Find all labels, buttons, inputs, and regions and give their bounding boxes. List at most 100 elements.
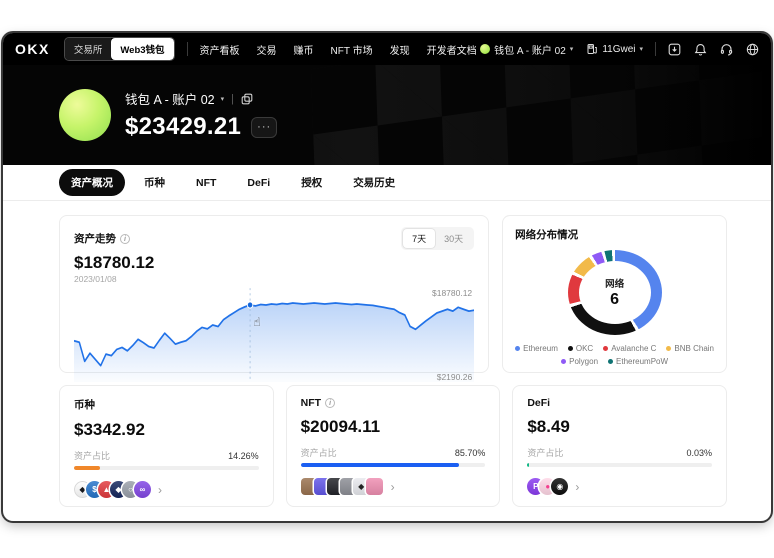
ratio-percent: 85.70%: [454, 447, 486, 458]
legend-item-okc: OKC: [567, 344, 593, 353]
bell-icon: [694, 43, 707, 56]
wallet-avatar: [59, 89, 111, 141]
defi-summary-card: DeFii $8.49 资产占比 0.03% P●◉ ›: [512, 385, 728, 507]
nav-item-asset-board[interactable]: 资产看板: [199, 45, 240, 57]
wallet-hero: 钱包 A - 账户 02 ▾ | $23429.21 ···: [3, 65, 771, 165]
nav-item-discover[interactable]: 发现: [389, 45, 410, 57]
legend-dot: [515, 346, 521, 351]
toggle-exchange[interactable]: 交易所: [64, 38, 112, 60]
ratio-bar: [300, 463, 486, 467]
chevron-down-icon: ▾: [569, 46, 574, 53]
chart-max-label: $18780.12: [431, 288, 473, 298]
donut-center-label: 网络: [605, 279, 625, 290]
legend-dot: [603, 346, 609, 351]
donut-center-value: 6: [610, 291, 620, 308]
nav-item-nft-market[interactable]: NFT 市场: [330, 45, 373, 57]
tokens-summary-card: 币种i $3342.92 资产占比 14.26% ◆$▲◆○∞ ›: [59, 385, 274, 507]
nft-thumb: [339, 478, 357, 495]
chevron-right-icon[interactable]: ›: [390, 479, 395, 494]
support-button[interactable]: [720, 43, 733, 56]
nft-card-title: NFT: [300, 397, 322, 409]
network-distribution-card: 网络分布情况 网络 6 Ethereum OKC Avalanche C BNB…: [502, 215, 727, 373]
headset-icon: [720, 43, 733, 55]
chevron-down-icon[interactable]: ▾: [220, 95, 225, 103]
ratio-bar-fill: [74, 466, 101, 470]
nav-item-trade[interactable]: 交易: [256, 45, 277, 57]
primary-nav: 资产看板 交易 赚币 NFT 市场 发现 开发者文档: [200, 42, 477, 57]
defi-protocol-icon: ◉: [551, 478, 569, 495]
defi-value: $8.49: [527, 417, 570, 436]
tab-defi[interactable]: DeFi: [235, 171, 282, 195]
ratio-bar-fill: [300, 463, 459, 467]
chevron-right-icon[interactable]: ›: [158, 482, 162, 497]
tab-history[interactable]: 交易历史: [341, 169, 407, 196]
ratio-bar-fill: [527, 463, 529, 467]
account-label: 钱包 A - 账户 02: [494, 45, 566, 57]
info-icon[interactable]: i: [120, 233, 130, 244]
nft-thumb: [313, 478, 331, 495]
token-polygon-icon: ∞: [134, 481, 151, 498]
wallet-name: 钱包 A - 账户 02: [125, 93, 215, 107]
notifications-button[interactable]: [694, 43, 707, 56]
copy-address-icon[interactable]: [241, 93, 253, 105]
ratio-bar: [74, 466, 259, 470]
tab-nft[interactable]: NFT: [184, 171, 228, 195]
legend-item-ethereum: Ethereum: [515, 344, 558, 353]
nft-thumb: ◆: [352, 478, 370, 495]
okx-logo[interactable]: OKX: [15, 41, 50, 57]
network-donut-chart[interactable]: 网络 6: [567, 250, 662, 335]
range-7d-button[interactable]: 7天: [403, 229, 436, 248]
nft-thumb-strip: ◆: [300, 478, 383, 495]
fuel-icon: [587, 44, 598, 54]
app-window: OKX 交易所 Web3钱包 资产看板 交易 赚币 NFT 市场 发现 开发者文…: [3, 33, 771, 521]
range-30d-button[interactable]: 30天: [435, 229, 472, 248]
info-icon[interactable]: i: [325, 398, 336, 408]
nav-item-earn[interactable]: 赚币: [293, 45, 314, 57]
section-tabbar: 资产概况 币种 NFT DeFi 授权 交易历史: [3, 165, 771, 201]
globe-icon: [746, 43, 759, 55]
ratio-bar: [527, 463, 713, 467]
legend-item-polygon: Polygon: [561, 357, 598, 366]
legend-dot: [666, 346, 672, 351]
topbar: OKX 交易所 Web3钱包 资产看板 交易 赚币 NFT 市场 发现 开发者文…: [3, 33, 771, 65]
gas-label: 11Gwei: [602, 43, 636, 55]
nft-summary-card: NFT i $20094.11 资产占比 85.70% ◆ ›: [285, 385, 501, 507]
network-legend: Ethereum OKC Avalanche C BNB Chain Polyg…: [515, 344, 714, 366]
ratio-label: 资产占比: [300, 448, 337, 458]
legend-item-ethereumpow: EthereumPoW: [608, 357, 668, 366]
nft-thumb: [300, 478, 318, 495]
tokens-value: $3342.92: [74, 420, 145, 439]
language-button[interactable]: [746, 43, 759, 56]
total-balance: $23429.21: [125, 113, 242, 140]
trend-title: 资产走势: [74, 233, 116, 245]
trend-line-chart: [74, 288, 475, 382]
tab-approvals[interactable]: 授权: [289, 169, 334, 196]
account-selector[interactable]: 钱包 A - 账户 02 ▾: [480, 42, 573, 57]
tab-asset-overview[interactable]: 资产概况: [59, 169, 125, 196]
divider: [655, 42, 656, 56]
chevron-right-icon[interactable]: ›: [575, 479, 580, 494]
divider: [186, 42, 188, 56]
gas-indicator[interactable]: 11Gwei ▾: [587, 43, 643, 55]
nav-item-dev-docs[interactable]: 开发者文档: [426, 45, 477, 57]
download-app-button[interactable]: [668, 43, 681, 56]
toggle-web3-wallet[interactable]: Web3钱包: [111, 38, 174, 60]
trend-value: $18780.12: [74, 253, 155, 272]
chart-min-label: $2190.26: [436, 372, 473, 382]
divider: |: [231, 92, 234, 105]
download-icon: [668, 43, 681, 55]
more-actions-button[interactable]: ···: [251, 116, 278, 138]
tokens-card-title: 币种: [74, 399, 95, 411]
ratio-percent: 0.03%: [686, 447, 713, 458]
legend-dot: [561, 359, 567, 364]
defi-icon-strip: P ● ◉: [527, 478, 569, 495]
tab-tokens[interactable]: 币种: [132, 169, 177, 196]
nft-thumb: [326, 478, 344, 495]
trend-chart[interactable]: $18780.12 $2190.26 ☝: [74, 286, 475, 382]
ratio-label: 资产占比: [74, 451, 111, 461]
donut-center: 网络 6: [578, 261, 651, 324]
chevron-down-icon: ▾: [639, 46, 643, 53]
legend-dot: [567, 346, 573, 351]
legend-item-bnb-chain: BNB Chain: [666, 344, 714, 353]
